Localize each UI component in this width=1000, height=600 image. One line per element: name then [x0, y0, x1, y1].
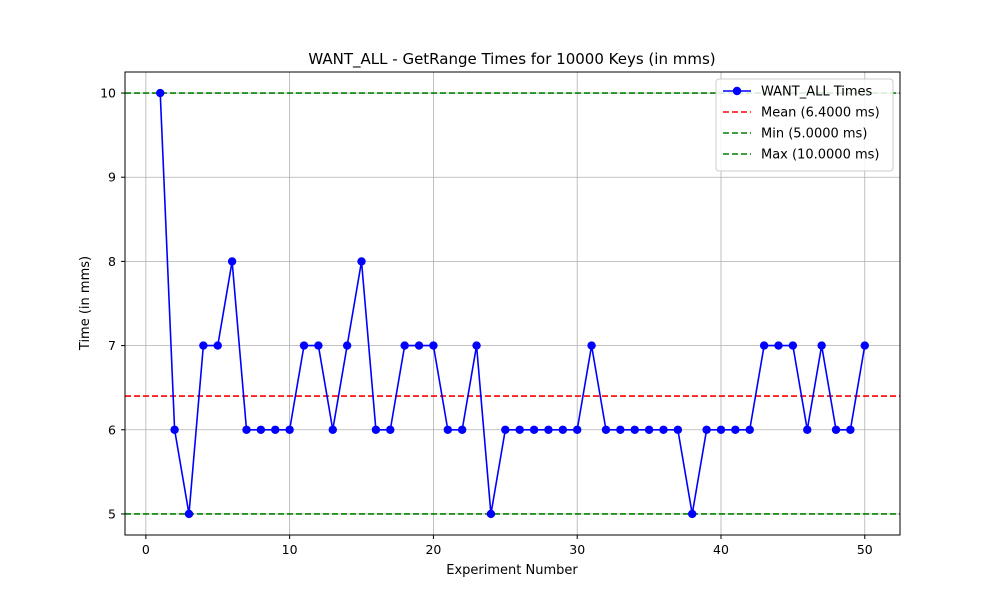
y-tick-label: 7 [108, 338, 116, 353]
data-point [644, 425, 654, 434]
data-point [529, 425, 539, 434]
data-point [860, 341, 869, 350]
data-point [616, 425, 625, 434]
data-point [184, 509, 194, 519]
data-point [501, 425, 510, 434]
data-point [659, 425, 668, 434]
data-point [702, 425, 711, 434]
data-point [759, 341, 769, 350]
data-point [443, 425, 452, 434]
data-point [256, 425, 266, 434]
data-point [673, 425, 683, 434]
x-axis-label: Experiment Number [446, 563, 578, 578]
data-point [587, 341, 596, 350]
data-point [788, 341, 798, 350]
data-point [227, 257, 237, 266]
data-point [299, 341, 309, 350]
y-tick-label: 10 [100, 86, 116, 101]
x-tick-label: 20 [425, 542, 441, 557]
data-point [817, 341, 826, 350]
x-tick-label: 0 [142, 542, 150, 557]
data-point [472, 341, 481, 350]
x-tick-label: 50 [857, 542, 873, 557]
y-tick-label: 5 [108, 506, 116, 521]
y-axis: 5 6 7 8 9 10 [100, 86, 125, 521]
chart-title: WANT_ALL - GetRange Times for 10000 Keys… [308, 50, 715, 69]
data-point [846, 425, 855, 434]
data-point [271, 425, 280, 434]
data-point [716, 425, 726, 434]
data-point [745, 425, 754, 434]
data-point [314, 341, 323, 350]
data-point [342, 341, 352, 350]
data-point [400, 341, 409, 350]
data-point [515, 425, 524, 434]
legend-swatch-marker [732, 86, 742, 96]
data-point [573, 425, 582, 434]
data-point [357, 257, 366, 266]
x-tick-label: 10 [282, 542, 298, 557]
data-point [544, 425, 553, 434]
data-point [688, 509, 697, 519]
legend-label: Max (10.0000 ms) [761, 148, 879, 163]
plot-frame [124, 71, 901, 536]
x-tick-label: 30 [569, 542, 585, 557]
data-point [371, 425, 381, 434]
legend-label: Min (5.0000 ms) [761, 127, 867, 142]
y-tick-label: 6 [108, 422, 116, 437]
data-point [156, 88, 165, 98]
data-point [601, 425, 611, 434]
data-point [457, 425, 467, 434]
x-tick-label: 40 [713, 542, 729, 557]
data-point [414, 341, 424, 350]
data-point [558, 425, 568, 434]
data-point [328, 425, 337, 434]
data-point [199, 341, 208, 350]
x-axis: 0 10 20 30 40 50 [142, 535, 873, 557]
legend-label: Mean (6.4000 ms) [761, 106, 880, 121]
data-point [285, 425, 294, 434]
y-tick-label: 9 [108, 170, 116, 185]
legend: WANT_ALL Times Mean (6.4000 ms) Min (5.000… [715, 78, 894, 172]
data-point [386, 425, 395, 434]
data-point [831, 425, 841, 434]
data-point [630, 425, 639, 434]
data-point [803, 425, 812, 434]
data-point [486, 509, 496, 519]
data-point [242, 425, 251, 434]
data-point [731, 425, 740, 434]
y-axis-label: Time (in mms) [78, 256, 93, 351]
data-point [170, 425, 179, 434]
reference-lines [125, 92, 900, 515]
series-layer [156, 88, 869, 519]
y-tick-label: 8 [108, 254, 116, 269]
data-point [429, 341, 438, 350]
legend-label: WANT_ALL Times [761, 85, 873, 100]
data-point [774, 341, 783, 350]
legend-box [715, 78, 894, 172]
data-point [213, 341, 222, 350]
